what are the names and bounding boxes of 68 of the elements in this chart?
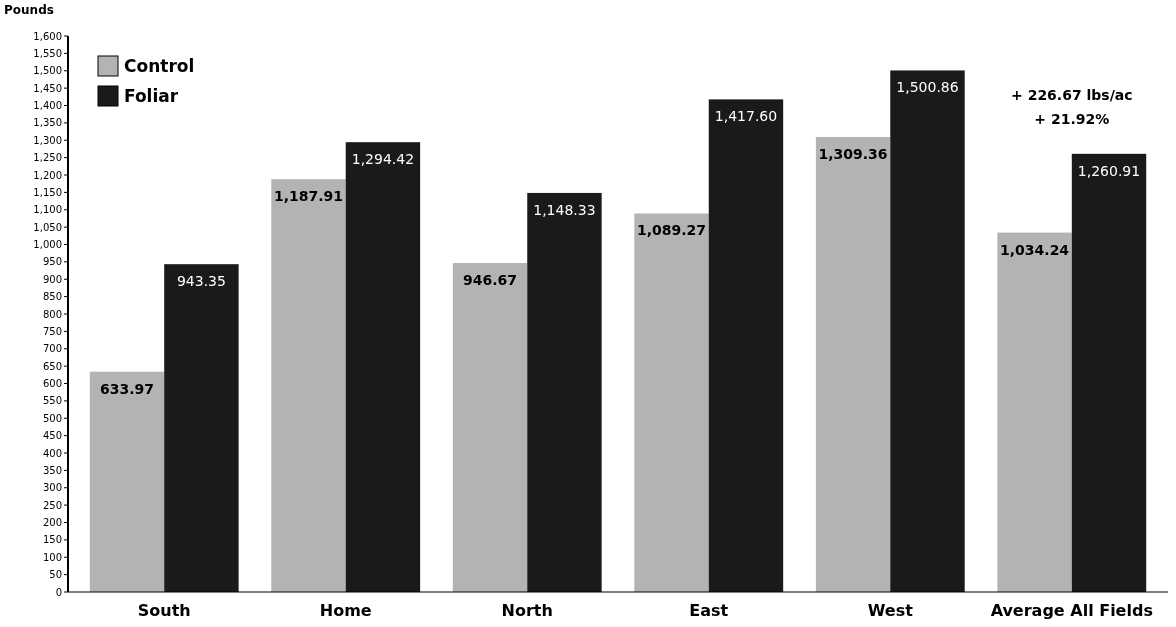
bar [890,70,965,592]
x-tick-label: East [689,601,729,620]
y-tick-label: 700 [42,343,62,355]
data-label: 946.67 [463,272,518,289]
x-tick-label: South [137,601,191,620]
bar [345,142,421,592]
data-label: 1,187.91 [273,188,344,205]
data-label: 633.97 [99,380,155,397]
legend-label: Foliar [124,86,179,106]
y-tick-label: 300 [42,482,62,494]
y-tick-label: 800 [42,308,62,320]
y-tick-label: 1,350 [33,117,62,129]
x-tick-label: West [867,601,914,620]
y-tick-label: 550 [42,395,62,407]
legend-label: Control [124,56,195,76]
y-tick-label: 650 [42,360,62,372]
y-tick-label: 1,050 [33,221,62,233]
bar [1071,153,1147,592]
y-tick-label: 1,200 [33,169,62,181]
bar [634,213,709,592]
data-label: 1,309.36 [818,146,888,162]
y-tick-label: 1,400 [33,100,62,111]
bar [89,371,165,592]
x-tick-label: Average All Fields [990,601,1153,620]
y-tick-label: 850 [42,291,62,303]
y-tick-label: 150 [42,534,62,546]
bar [452,263,528,592]
y-tick-label: 900 [42,273,62,285]
bar [271,179,346,592]
data-label: 1,294.42 [351,151,415,168]
data-label: 1,260.91 [1077,162,1141,179]
bar [997,232,1072,592]
y-tick-label: 0 [55,586,62,598]
y-tick-label: 250 [42,499,62,511]
annotation: + 226.67 lbs/ac [1011,87,1133,103]
data-label: 1,089.27 [637,222,707,239]
y-tick-label: 1,550 [33,47,62,59]
y-tick-label: 1,100 [33,204,62,216]
data-label: 943.35 [176,273,226,290]
data-label: 1,417.60 [714,108,778,125]
x-tick-label: North [501,601,553,620]
bar [815,137,891,592]
y-tick-label: 200 [42,517,62,528]
annotation: + 21.92% [1034,111,1110,127]
y-axis-title: Pounds [4,3,54,17]
y-tick-label: 50 [49,569,62,581]
y-tick-label: 600 [42,378,62,389]
x-tick-label: Home [319,601,372,620]
bar [708,99,784,592]
y-tick-label: 400 [42,447,62,459]
y-tick-label: 1,450 [33,82,62,94]
data-label: 1,500.86 [896,79,959,96]
y-tick-label: 950 [42,256,62,268]
bar [527,192,602,592]
y-tick-label: 350 [42,464,62,476]
y-tick-label: 1,250 [33,152,62,164]
data-label: 1,148.33 [533,201,596,218]
y-tick-label: 1,300 [33,134,62,146]
y-tick-label: 750 [42,325,62,337]
y-tick-label: 1,150 [33,186,62,198]
bar [164,264,239,592]
y-tick-label: 1,000 [33,239,62,250]
y-tick-label: 450 [42,430,62,442]
y-tick-label: 100 [42,551,62,563]
y-tick-label: 500 [42,412,62,424]
y-tick-label: 1,600 [33,30,62,42]
data-label: 1,034.24 [1000,241,1070,258]
y-tick-label: 1,500 [33,65,62,77]
